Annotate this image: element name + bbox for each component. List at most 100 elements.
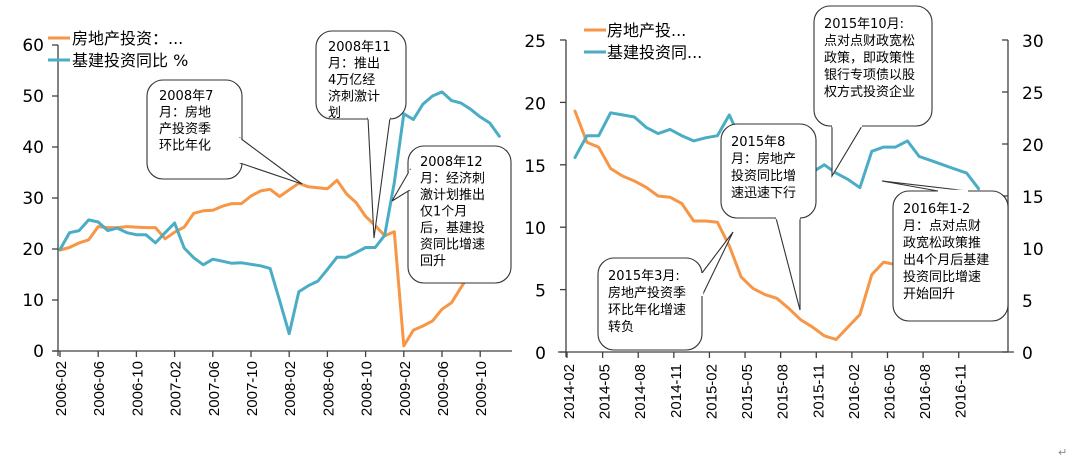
x-tick-label: 2016-11 bbox=[953, 364, 970, 418]
callout-box bbox=[720, 123, 817, 219]
x-tick-label: 2015-08 bbox=[775, 364, 792, 419]
callout-box bbox=[315, 30, 407, 120]
x-tick-label: 2014-02 bbox=[561, 364, 578, 419]
chart-left: 0 10 20 30 40 50 60 2006-02 2006-06 2006-10 2007-0… bbox=[22, 29, 512, 416]
callout-text-line: 2015年8 bbox=[731, 135, 785, 150]
y2-tick-label: 20 bbox=[1022, 136, 1044, 156]
y-tick-label: 0 bbox=[535, 344, 546, 364]
callout-text-line: 开始回升 bbox=[903, 287, 955, 302]
series-line-real-estate bbox=[58, 178, 501, 348]
x-tick-label: 2007-02 bbox=[168, 361, 185, 416]
x-tick-label: 2006-06 bbox=[91, 361, 108, 416]
callout-text-line: 政策，即政策性 bbox=[824, 50, 915, 66]
callout-text-line: 4万亿经 bbox=[328, 73, 375, 88]
x-tick-label: 2007-06 bbox=[206, 361, 223, 416]
callout-text-line: 月：房地 bbox=[159, 105, 211, 121]
y-tick-label: 10 bbox=[22, 291, 44, 311]
x-tick-label: 2016-02 bbox=[846, 364, 863, 419]
y2-tick-label: 15 bbox=[1022, 188, 1044, 208]
y-tick-label: 50 bbox=[22, 87, 44, 107]
callout-text-line: 产投资季 bbox=[159, 121, 211, 137]
callout-text-line: 回升 bbox=[420, 254, 446, 269]
callout-text-line: 出4个月后基建 bbox=[903, 253, 989, 268]
y-tick-label: 25 bbox=[524, 32, 546, 52]
x-tick-label: 2009-10 bbox=[473, 361, 490, 416]
legend-label: 房地产投资：... bbox=[72, 29, 183, 48]
callout-text-line: 2015年3月: bbox=[608, 269, 680, 284]
callout-text-line: 2008年12 bbox=[420, 155, 483, 170]
callout-text-line: 后，基建投 bbox=[420, 220, 485, 236]
y-tick-label: 15 bbox=[524, 157, 546, 177]
x-tick-label: 2015-05 bbox=[739, 364, 756, 419]
y-tick-label: 10 bbox=[524, 219, 546, 239]
x-tick-label: 2006-10 bbox=[129, 361, 146, 416]
callout-text-line: 仅1个月 bbox=[420, 205, 467, 220]
callout-pointer bbox=[831, 125, 863, 178]
callout-pointer bbox=[775, 217, 801, 311]
x-tick-label: 2016-05 bbox=[881, 364, 898, 419]
y2-tick-label: 0 bbox=[1022, 344, 1033, 364]
callout-pointer bbox=[701, 231, 734, 297]
callout-text-line: 2008年7 bbox=[159, 89, 213, 104]
callout-box bbox=[597, 257, 703, 351]
chart-right: 0 5 10 15 20 25 0 5 10 15 20 25 30 2014-02 2014-05 2014… bbox=[524, 5, 1044, 419]
y-tick-label: 60 bbox=[22, 36, 44, 56]
legend-label: 基建投资同... bbox=[607, 43, 702, 62]
callout-box bbox=[813, 5, 933, 127]
callout-text-line: 转负 bbox=[608, 320, 634, 335]
callout-pointer bbox=[239, 136, 303, 185]
callout-text-line: 划 bbox=[328, 106, 341, 121]
callout-text-line: 2015年10月: bbox=[824, 17, 904, 32]
y2-tick-label: 10 bbox=[1022, 240, 1044, 260]
callout-text-line: 月：推出 bbox=[328, 57, 380, 72]
x-tick-label: 2014-08 bbox=[632, 364, 649, 419]
x-tick-label: 2016-08 bbox=[917, 364, 934, 419]
y-tick-label: 0 bbox=[33, 342, 44, 362]
callout-text-line: 政宽松政策推 bbox=[903, 235, 981, 251]
callout-text-line: 银行专项债以股 bbox=[824, 68, 915, 83]
x-tick-label: 2008-06 bbox=[320, 361, 337, 416]
callout-text-line: 房地产投资季 bbox=[608, 285, 686, 301]
paragraph-mark: ↵ bbox=[1058, 446, 1068, 459]
callout-text-line: 点对点财政宽松 bbox=[824, 33, 915, 49]
x-tick-label: 2014-11 bbox=[668, 364, 685, 418]
callout-text-line: 2016年1-2 bbox=[903, 202, 970, 217]
callout-text-line: 2008年11 bbox=[328, 40, 391, 55]
series-line-infrastructure bbox=[58, 90, 501, 336]
y-tick-label: 30 bbox=[22, 189, 44, 209]
callout-text-line: 激计划推出 bbox=[420, 188, 485, 203]
x-tick-label: 2009-02 bbox=[397, 361, 414, 416]
x-tick-label: 2009-06 bbox=[435, 361, 452, 416]
callout-text-line: 投资同比增速 bbox=[903, 269, 981, 285]
callout-text-line: 月：房地产 bbox=[731, 151, 796, 167]
callout-text-line: 资同比增速 bbox=[420, 238, 485, 253]
x-tick-label: 2006-02 bbox=[53, 361, 70, 416]
callout-text-line: 投资同比增 bbox=[731, 168, 796, 184]
y-tick-label: 20 bbox=[524, 94, 546, 114]
callout-box bbox=[407, 145, 512, 284]
callout-text-line: 速迅速下行 bbox=[731, 186, 796, 201]
callout-text-line: 环比年化 bbox=[159, 139, 211, 154]
legend-label: 房地产投... bbox=[607, 21, 686, 40]
x-tick-label: 2007-10 bbox=[244, 361, 261, 416]
x-tick-label: 2008-10 bbox=[359, 361, 376, 416]
callout-box bbox=[146, 79, 243, 180]
y-tick-label: 20 bbox=[22, 240, 44, 260]
x-tick-label: 2008-02 bbox=[282, 361, 299, 416]
y2-tick-label: 5 bbox=[1022, 292, 1033, 312]
y-tick-label: 40 bbox=[22, 138, 44, 158]
callout-text-line: 济刺激计 bbox=[328, 90, 380, 105]
callout-pointer bbox=[881, 180, 969, 192]
y-tick-label: 5 bbox=[535, 282, 546, 302]
legend-label: 基建投资同比 % bbox=[72, 51, 188, 70]
x-tick-label: 2015-02 bbox=[703, 364, 720, 419]
callout-text-line: 环比年化增速 bbox=[608, 303, 686, 318]
callout-text-line: 月：经济刺 bbox=[420, 172, 485, 187]
